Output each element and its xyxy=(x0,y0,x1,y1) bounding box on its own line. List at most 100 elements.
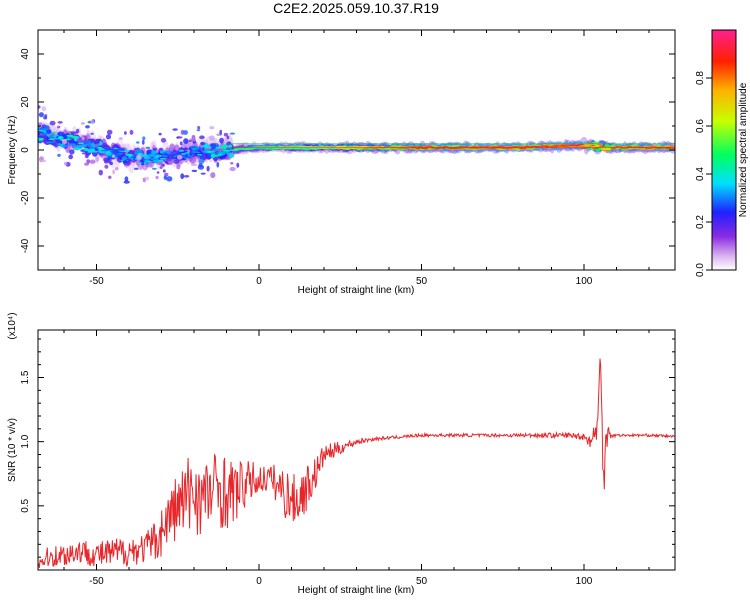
spectrogram-cell xyxy=(175,152,183,155)
spectrogram-cell xyxy=(68,143,76,146)
spectrogram-cell xyxy=(90,119,95,125)
spectrogram-cell xyxy=(85,153,89,159)
spectrogram-cell xyxy=(134,148,137,153)
spectrogram-cell xyxy=(143,156,151,160)
spectrogram-cell xyxy=(43,125,50,129)
spectrogram-cell xyxy=(206,165,210,172)
y-tick-label: 40 xyxy=(20,48,31,60)
spectrogram-cell xyxy=(153,156,160,159)
spectrogram-cell xyxy=(179,141,183,146)
spectrogram-cell xyxy=(334,148,343,149)
spectrogram-cell xyxy=(207,150,215,153)
snr-panel: -50 0 50 100 0.5 1.0 1.5 Height of straight li… xyxy=(7,312,676,596)
spectrogram-cell xyxy=(38,105,41,109)
spectrogram-cell xyxy=(124,176,129,182)
spectrogram-cell xyxy=(598,145,606,147)
x-tick-label: 50 xyxy=(416,276,428,287)
spectrogram-cell xyxy=(83,141,87,145)
spectrogram-cell xyxy=(196,153,203,156)
spectrogram-cell xyxy=(196,129,201,132)
spectrogram-cell xyxy=(176,154,183,160)
spectrogram-cell xyxy=(116,148,124,152)
spectrogram-cell xyxy=(226,135,230,140)
spectrogram-cell xyxy=(118,150,126,153)
spectrogram-cell xyxy=(69,149,75,155)
spectrogram-cell xyxy=(136,154,142,160)
spectrogram-cell xyxy=(49,120,56,126)
spectrogram-cell xyxy=(158,159,164,162)
spectrogram-cell xyxy=(145,146,150,149)
spectrogram-cell xyxy=(96,146,102,149)
spectrogram-cell xyxy=(117,152,123,155)
snr-y-label: SNR (10 * v/v) xyxy=(7,418,18,482)
spectrogram-cell xyxy=(217,153,223,156)
spectrogram-cell xyxy=(193,151,201,154)
x-tick-label: 50 xyxy=(416,576,428,587)
spectrogram-cell xyxy=(98,169,104,176)
spectrogram-cell xyxy=(100,149,108,152)
colorbar-tick-label: 0.4 xyxy=(695,167,706,181)
spectrogram-cell xyxy=(85,125,90,129)
spectrogram-cell xyxy=(114,167,119,171)
spectrogram-cell xyxy=(152,147,157,151)
spectrogram-cell xyxy=(212,154,219,157)
spectrogram-cell xyxy=(162,169,166,173)
spectrogram-cell xyxy=(141,160,145,165)
spectrogram-cell xyxy=(232,148,240,150)
spectrogram-cell xyxy=(219,137,224,144)
spectrogram-cell xyxy=(137,152,144,155)
spectrogram-cell xyxy=(190,138,196,142)
spectrogram-cell xyxy=(200,141,206,146)
spectrogram-cell xyxy=(70,131,77,135)
spectrogram-cell xyxy=(176,164,181,170)
spectrogram-cell xyxy=(112,154,115,158)
spectrogram-cell xyxy=(191,169,198,173)
spectrogram-cell xyxy=(105,134,112,140)
colorbar-tick-label: 0.6 xyxy=(695,119,706,133)
spectrogram-cell xyxy=(45,141,54,144)
y-tick-label: 0 xyxy=(20,147,31,153)
spectrogram-cell xyxy=(562,146,569,147)
spectrogram-cell xyxy=(124,149,130,153)
colorbar-label: Normalized spectral amplitude xyxy=(738,82,749,217)
spectrogram-cell xyxy=(62,139,67,145)
spectrogram-cell xyxy=(42,128,48,131)
spectrogram-cell xyxy=(176,136,180,139)
spectrogram-cell xyxy=(63,161,68,166)
spectrogram-cell xyxy=(57,125,61,129)
spectrogram-cell xyxy=(90,148,96,151)
spectrogram-cell xyxy=(229,166,236,172)
spectrogram-cell xyxy=(124,131,127,135)
snr-series-line xyxy=(38,358,675,568)
spectrogram-cell xyxy=(118,137,123,140)
spectrogram-cell xyxy=(542,145,549,147)
colorbar-tick-label: 0.0 xyxy=(695,263,706,277)
spectrogram-cell xyxy=(199,135,205,140)
spectrogram-cell xyxy=(152,167,157,170)
y-tick-label: 1.0 xyxy=(20,434,31,448)
spectrogram-cell xyxy=(104,164,109,169)
y-tick-label: 1.5 xyxy=(20,370,31,384)
spectrogram-cell xyxy=(197,126,201,130)
spectrogram-cell xyxy=(44,114,48,118)
spectrogram-cell xyxy=(113,147,118,150)
spectrogram-cell xyxy=(218,146,227,149)
spectrogram-cell xyxy=(190,163,198,167)
spectrogram-cell xyxy=(142,139,145,145)
spectrogram-cell xyxy=(95,156,100,162)
spectrogram-cell xyxy=(284,146,293,148)
spectrogram-cell xyxy=(94,138,100,145)
spectrogram-cell xyxy=(209,126,215,130)
spectrogram-cell xyxy=(229,132,236,135)
spectrogram-cell xyxy=(115,154,122,158)
spectrogram-cell xyxy=(72,147,81,151)
spectrogram-cell xyxy=(197,164,205,170)
colorbar-frame xyxy=(711,29,737,271)
spectrogram-cell xyxy=(219,129,222,135)
spectrogram-cell xyxy=(109,161,113,166)
x-tick-label: 0 xyxy=(256,576,262,587)
colorbar-tick-label: 0.2 xyxy=(695,215,706,229)
spectrogram-cell xyxy=(276,147,282,149)
colorbar-tick-label: 0.8 xyxy=(695,71,706,85)
spectrogram-cell xyxy=(75,128,80,134)
